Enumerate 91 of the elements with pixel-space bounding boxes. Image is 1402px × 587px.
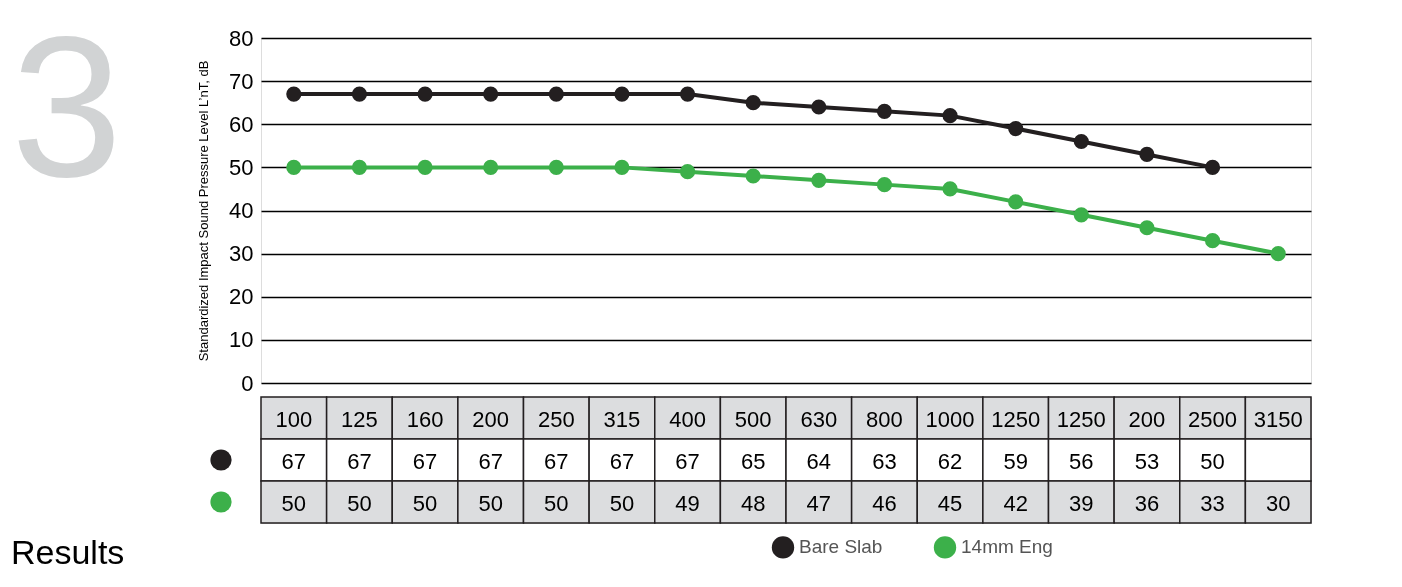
data-label: 67 xyxy=(609,449,635,475)
point xyxy=(1073,133,1089,150)
y-tick-label: 80 xyxy=(229,25,254,51)
x-tick-label: 250 xyxy=(537,407,575,433)
point xyxy=(1008,194,1024,210)
x-tick-label: 1250 xyxy=(991,407,1041,433)
point xyxy=(679,164,696,180)
legend-label: Bare Slab xyxy=(799,536,883,558)
point xyxy=(351,159,368,175)
data-label: 67 xyxy=(675,449,700,475)
y-axis-title: Standardized Impact Sound Pressure Level L’nT, dB xyxy=(196,60,212,362)
point xyxy=(1204,233,1221,249)
x-tick-label: 200 xyxy=(1128,407,1166,433)
data-label: 48 xyxy=(740,491,766,517)
x-tick-label: 160 xyxy=(406,407,444,433)
data-label: 67 xyxy=(478,449,503,475)
x-tick-label: 315 xyxy=(603,407,641,433)
point xyxy=(1139,220,1155,236)
data-label: 53 xyxy=(1134,449,1160,475)
data-label: 50 xyxy=(1200,449,1225,475)
data-label: 50 xyxy=(609,491,635,517)
point xyxy=(942,108,958,124)
text: Results xyxy=(11,533,125,571)
point xyxy=(876,177,893,193)
y-tick-label: 30 xyxy=(229,241,254,267)
point xyxy=(1204,159,1221,175)
point xyxy=(811,99,827,115)
y-tick-label: 20 xyxy=(229,284,254,310)
point xyxy=(483,86,499,102)
data-label: 65 xyxy=(740,449,766,475)
point xyxy=(1073,207,1089,223)
data-label: 50 xyxy=(412,491,438,517)
data-label: 59 xyxy=(1003,449,1028,475)
point xyxy=(614,86,630,102)
y-tick-label: 70 xyxy=(229,68,254,94)
point xyxy=(548,159,564,175)
data-label: 67 xyxy=(347,449,372,475)
x-tick-label: 800 xyxy=(866,407,903,433)
point xyxy=(811,172,827,188)
y-tick-label: 40 xyxy=(229,198,254,223)
data-label: 42 xyxy=(1003,491,1028,517)
data-label: 67 xyxy=(281,449,307,475)
data-label: 36 xyxy=(1134,491,1160,517)
x-tick-label: 400 xyxy=(669,407,706,433)
data-label: 67 xyxy=(412,449,438,475)
data-label: 49 xyxy=(675,491,700,517)
point xyxy=(679,86,696,102)
point xyxy=(942,181,958,197)
point xyxy=(351,86,368,102)
data-label: 30 xyxy=(1265,491,1291,517)
data-label: 62 xyxy=(937,449,963,475)
point xyxy=(614,159,630,175)
x-tick-label: 1000 xyxy=(925,407,975,433)
point xyxy=(286,86,302,102)
data-label: 56 xyxy=(1069,449,1094,475)
data-label: 50 xyxy=(544,491,569,517)
data-label: 45 xyxy=(937,491,963,517)
legend-label: 14mm Eng xyxy=(961,536,1053,558)
point xyxy=(417,86,433,102)
point xyxy=(745,95,761,111)
x-tick-label: 100 xyxy=(275,407,313,433)
x-tick-label: 630 xyxy=(800,407,838,433)
data-label: 50 xyxy=(347,491,372,517)
x-tick-label: 1250 xyxy=(1056,407,1106,433)
x-tick-label: 3150 xyxy=(1253,407,1303,433)
point xyxy=(417,159,433,175)
point xyxy=(548,86,564,102)
y-tick-label: 10 xyxy=(229,327,254,353)
point xyxy=(1139,146,1155,163)
y-tick-label: 60 xyxy=(229,111,254,137)
data-label: 64 xyxy=(806,449,832,475)
data-label: 39 xyxy=(1069,491,1094,517)
point xyxy=(286,159,302,175)
data-label: 63 xyxy=(872,449,897,475)
y-tick-label: 50 xyxy=(229,154,254,180)
data-label: 47 xyxy=(806,491,832,517)
x-tick-label: 125 xyxy=(341,407,378,433)
point xyxy=(745,168,761,184)
point xyxy=(483,159,499,175)
x-tick-label: 200 xyxy=(472,407,510,433)
data-label: 50 xyxy=(281,491,307,517)
data-label: 50 xyxy=(478,491,503,517)
x-tick-label: 2500 xyxy=(1188,407,1238,433)
y-tick-label: 0 xyxy=(241,370,254,396)
point xyxy=(1270,246,1286,262)
data-label: 33 xyxy=(1200,491,1225,517)
x-tick-label: 500 xyxy=(734,407,772,433)
data-label: 67 xyxy=(544,449,569,475)
point xyxy=(876,103,893,119)
data-label: 46 xyxy=(872,491,897,517)
point xyxy=(1008,120,1024,137)
